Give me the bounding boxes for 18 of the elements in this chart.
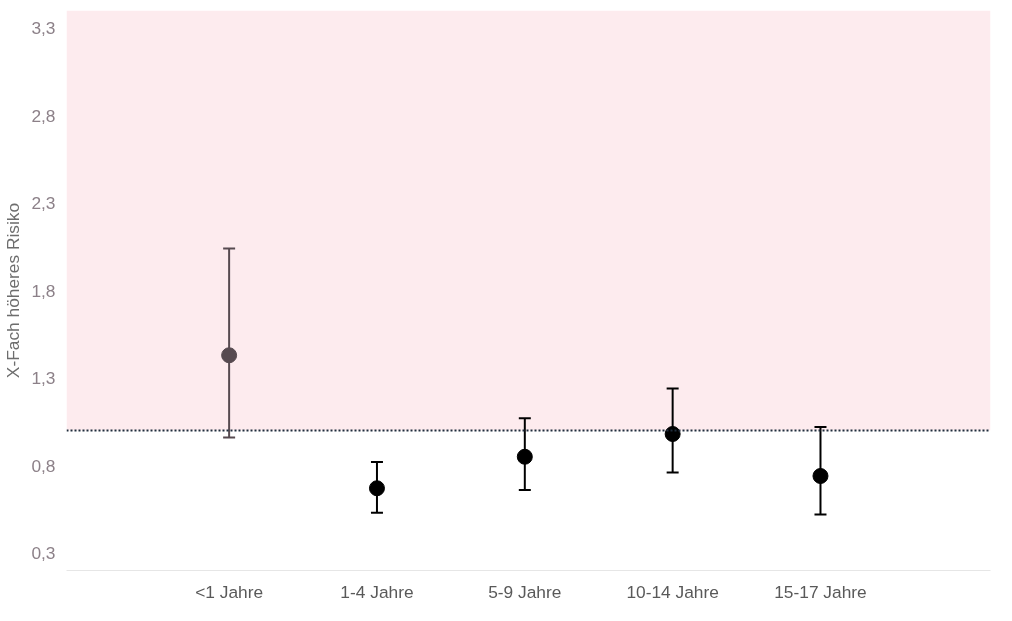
point [664,426,681,442]
y-tick-label: 2,8 [31,105,56,126]
x-tick-label: 15-17 Jahre [774,581,867,602]
y-axis-title: X-Fach höheres Risiko [3,202,24,379]
y-tick-label: 3,3 [31,18,56,38]
x-tick-label: 10-14 Jahre [626,581,719,602]
y-tick-label: 1,8 [31,280,56,301]
y-tick-label: 0,3 [31,543,56,563]
y-tick-label: 0,8 [31,455,56,476]
point [516,448,533,465]
x-tick-label: 1-4 Jahre [340,581,414,602]
x-tick-label: <1 Jahre [195,581,264,602]
point [812,468,829,484]
x-tick-label: 5-9 Jahre [488,581,562,602]
point [221,347,238,364]
y-tick-label: 1,3 [31,368,56,388]
y-tick-label: 2,3 [31,193,56,213]
point [368,480,385,497]
